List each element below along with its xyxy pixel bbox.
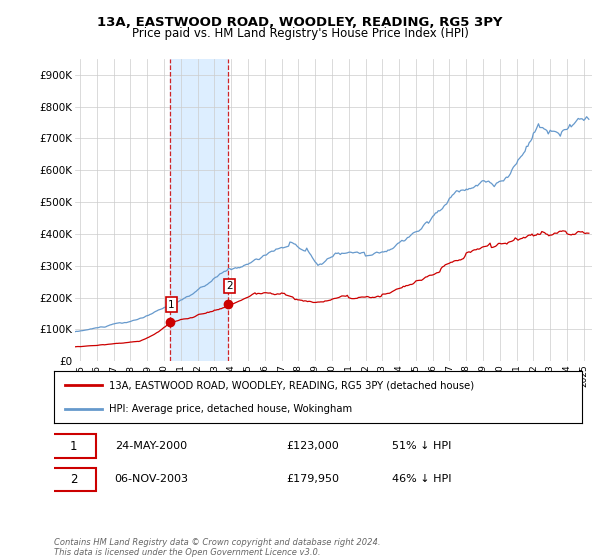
Text: 2: 2 (70, 473, 77, 486)
Text: £123,000: £123,000 (286, 441, 339, 451)
Text: 46% ↓ HPI: 46% ↓ HPI (392, 474, 451, 484)
Text: 13A, EASTWOOD ROAD, WOODLEY, READING, RG5 3PY (detached house): 13A, EASTWOOD ROAD, WOODLEY, READING, RG… (109, 380, 475, 390)
Text: 24-MAY-2000: 24-MAY-2000 (115, 441, 187, 451)
Text: 51% ↓ HPI: 51% ↓ HPI (392, 441, 451, 451)
FancyBboxPatch shape (52, 435, 96, 458)
Text: 13A, EASTWOOD ROAD, WOODLEY, READING, RG5 3PY: 13A, EASTWOOD ROAD, WOODLEY, READING, RG… (97, 16, 503, 29)
Text: 06-NOV-2003: 06-NOV-2003 (115, 474, 189, 484)
Text: 1: 1 (70, 440, 77, 452)
FancyBboxPatch shape (52, 468, 96, 491)
Text: Price paid vs. HM Land Registry's House Price Index (HPI): Price paid vs. HM Land Registry's House … (131, 27, 469, 40)
Text: 1: 1 (168, 300, 175, 310)
Text: £179,950: £179,950 (286, 474, 340, 484)
Text: 2: 2 (226, 282, 233, 291)
Bar (170, 59, 229, 361)
Text: Contains HM Land Registry data © Crown copyright and database right 2024.
This d: Contains HM Land Registry data © Crown c… (54, 538, 380, 557)
Text: HPI: Average price, detached house, Wokingham: HPI: Average price, detached house, Woki… (109, 404, 353, 414)
